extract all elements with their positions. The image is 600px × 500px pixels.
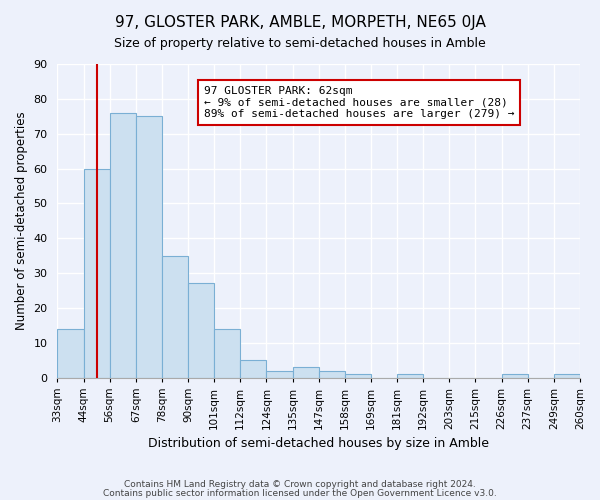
- X-axis label: Distribution of semi-detached houses by size in Amble: Distribution of semi-detached houses by …: [148, 437, 489, 450]
- Bar: [319, 370, 345, 378]
- Text: 97, GLOSTER PARK, AMBLE, MORPETH, NE65 0JA: 97, GLOSTER PARK, AMBLE, MORPETH, NE65 0…: [115, 15, 485, 30]
- Bar: [162, 256, 188, 378]
- Bar: [502, 374, 528, 378]
- Y-axis label: Number of semi-detached properties: Number of semi-detached properties: [15, 112, 28, 330]
- Bar: [241, 360, 266, 378]
- Bar: [397, 374, 423, 378]
- Bar: [293, 367, 319, 378]
- Text: 97 GLOSTER PARK: 62sqm
← 9% of semi-detached houses are smaller (28)
89% of semi: 97 GLOSTER PARK: 62sqm ← 9% of semi-deta…: [204, 86, 514, 119]
- Bar: [345, 374, 371, 378]
- Bar: [58, 328, 83, 378]
- Text: Size of property relative to semi-detached houses in Amble: Size of property relative to semi-detach…: [114, 38, 486, 51]
- Text: Contains public sector information licensed under the Open Government Licence v3: Contains public sector information licen…: [103, 488, 497, 498]
- Bar: [188, 284, 214, 378]
- Bar: [110, 113, 136, 378]
- Bar: [136, 116, 162, 378]
- Bar: [83, 168, 110, 378]
- Text: Contains HM Land Registry data © Crown copyright and database right 2024.: Contains HM Land Registry data © Crown c…: [124, 480, 476, 489]
- Bar: [266, 370, 293, 378]
- Bar: [214, 328, 241, 378]
- Bar: [554, 374, 580, 378]
